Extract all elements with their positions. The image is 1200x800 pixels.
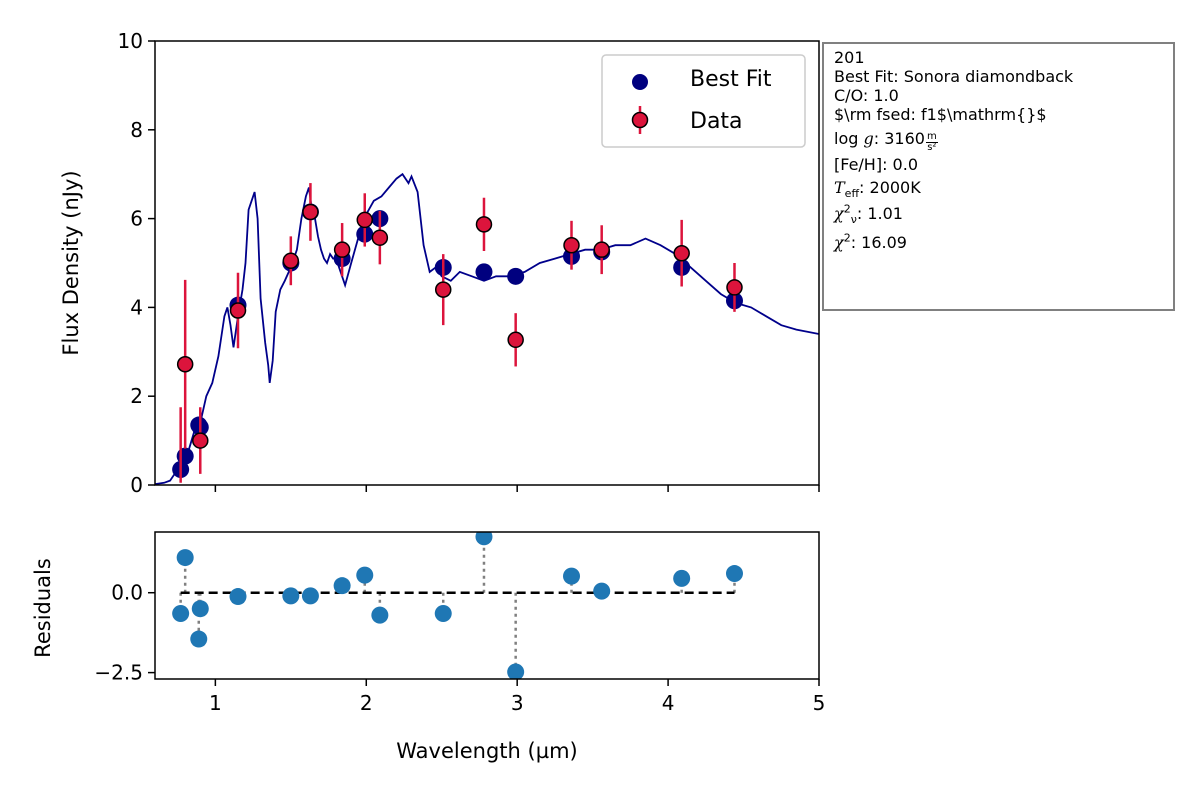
- info-logg-unit: m s²: [925, 131, 938, 153]
- info-chi2-var: χ: [834, 233, 844, 252]
- residual-point: [190, 630, 208, 648]
- info-object-id: 201: [834, 48, 865, 67]
- x-tick-label: 3: [511, 691, 524, 715]
- residual-point: [172, 604, 190, 622]
- residual-point: [356, 566, 374, 584]
- x-tick-label: 5: [813, 691, 826, 715]
- residual-point: [593, 582, 611, 600]
- info-logg-unit-num: m: [925, 131, 938, 143]
- residuals-x-axis: 1 2 3 4 5: [209, 679, 825, 715]
- data-point: [673, 244, 690, 262]
- info-chi2nu-sup: 2: [843, 202, 851, 216]
- info-logg-unit-den: s²: [927, 142, 937, 153]
- main-axes-frame: [154, 40, 820, 486]
- residuals-y-axis: 0.0 −2.5: [94, 581, 155, 685]
- y-tick-label: 0: [130, 473, 143, 497]
- info-fsed: $\rm fsed: f1$\mathrm{}$: [834, 105, 1047, 124]
- info-reduced-chi2: χ2ν: 1.01: [834, 199, 1173, 228]
- data-point: [563, 236, 580, 254]
- residual-point: [725, 565, 743, 583]
- data-point: [475, 216, 493, 233]
- residual-point: [507, 663, 525, 679]
- residual-point: [673, 569, 691, 587]
- y-tick-label: 8: [130, 118, 143, 142]
- residuals-y-axis-label: Residuals: [31, 558, 55, 658]
- best-fit-point: [176, 447, 194, 465]
- data-point: [229, 302, 247, 319]
- best-fit-point: [507, 267, 525, 285]
- info-chi2nu-sub: ν: [850, 213, 857, 227]
- y-tick-label: 10: [118, 29, 143, 53]
- legend-label-data: Data: [690, 109, 743, 134]
- info-teff-value: : 2000K: [859, 178, 921, 197]
- data-point: [434, 281, 452, 298]
- y-tick-label: 6: [130, 207, 143, 231]
- data-point: [282, 252, 300, 270]
- residual-point: [371, 606, 389, 624]
- legend-frame: [601, 54, 806, 148]
- residual-y-tick-label: 0.0: [111, 581, 143, 605]
- legend: Best Fit Data: [601, 54, 806, 148]
- best-fit-point: [475, 263, 493, 281]
- residuals-axes-frame: [154, 531, 820, 680]
- info-chi2-value: : 16.09: [850, 233, 907, 252]
- data-point: [192, 432, 209, 449]
- data-point: [333, 241, 351, 258]
- residual-point: [434, 604, 452, 622]
- residual-point: [176, 549, 194, 567]
- data-point: [371, 229, 389, 246]
- residual-point: [282, 587, 300, 605]
- info-best-fit-model: Best Fit: Sonora diamondback: [834, 67, 1074, 86]
- residual-point: [475, 532, 493, 546]
- data-point: [302, 203, 319, 221]
- residual-point: [191, 600, 209, 618]
- data-point: [726, 279, 743, 296]
- residuals-panel: 0.0 −2.5 1 2 3 4 5 Residuals Wavelength (µm): [31, 531, 825, 763]
- residual-point: [333, 577, 351, 595]
- main-y-axis: 0 2 4 6 8 10: [118, 29, 155, 497]
- legend-marker-data: [631, 111, 649, 129]
- info-chi2-sup: 2: [843, 231, 851, 245]
- data-point: [507, 331, 524, 349]
- y-tick-label: 2: [130, 384, 143, 408]
- residual-marks: [172, 532, 743, 679]
- info-logg: log g: 3160 m s²: [834, 124, 1173, 153]
- data-point: [176, 355, 194, 373]
- main-marks: [172, 183, 743, 483]
- data-point: [593, 241, 610, 258]
- info-feh: [Fe/H]: 0.0: [834, 155, 918, 174]
- main-panel: 0 2 4 6 8 10 Flux Density (nJy) Best Fit Data: [59, 29, 820, 497]
- x-tick-label: 4: [662, 691, 675, 715]
- info-logg-prefix: log: [834, 129, 859, 148]
- residual-point: [229, 588, 247, 606]
- info-logg-var: g: [863, 129, 874, 148]
- residual-point: [563, 567, 581, 585]
- y-tick-label: 4: [130, 295, 143, 319]
- residual-y-tick-label: −2.5: [94, 661, 143, 685]
- info-chi2nu-value: : 1.01: [856, 204, 903, 223]
- x-tick-label: 2: [360, 691, 373, 715]
- main-x-axis: [214, 485, 820, 492]
- info-teff-var: T: [834, 178, 845, 197]
- main-y-axis-label: Flux Density (nJy): [59, 170, 83, 355]
- info-chi2: χ2: 16.09: [834, 228, 1173, 257]
- legend-label-best-fit: Best Fit: [690, 67, 772, 92]
- info-teff-sub: eff: [844, 187, 860, 201]
- info-logg-value: : 3160: [873, 129, 925, 148]
- residual-point: [301, 587, 319, 605]
- info-co-ratio: C/O: 1.0: [834, 86, 899, 105]
- x-axis-label: Wavelength (µm): [396, 739, 577, 763]
- info-chi2nu-var: χ: [834, 204, 844, 223]
- x-tick-label: 1: [209, 691, 222, 715]
- fit-info-box: 201 Best Fit: Sonora diamondback C/O: 1.…: [822, 42, 1175, 311]
- legend-marker-best-fit: [632, 74, 648, 90]
- data-point: [356, 211, 374, 229]
- info-teff: Teff: 2000K: [834, 176, 1173, 199]
